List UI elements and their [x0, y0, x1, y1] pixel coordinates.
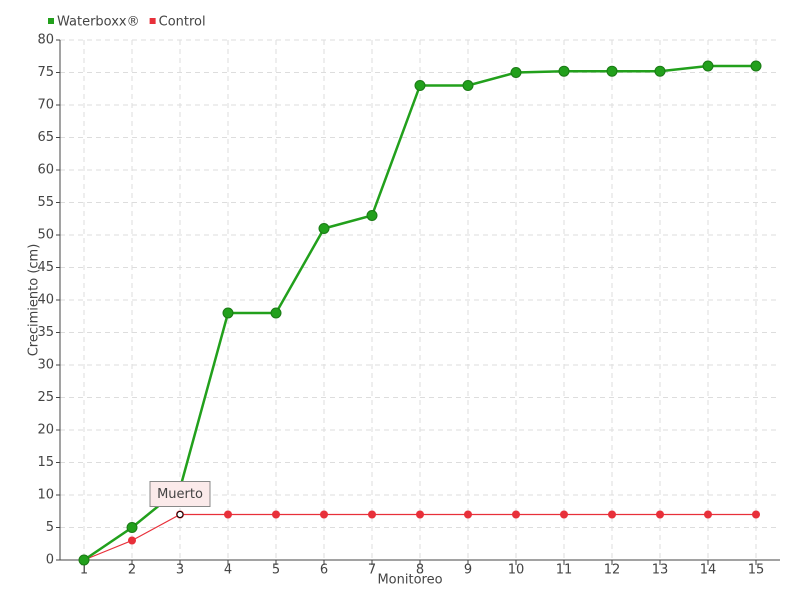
y-tick-label: 0	[46, 553, 54, 568]
point	[606, 65, 618, 77]
y-tick-label: 45	[37, 260, 54, 275]
point	[224, 510, 232, 519]
legend-label: Waterboxx®	[57, 15, 140, 30]
point	[752, 510, 760, 519]
point	[560, 510, 568, 519]
point	[320, 510, 328, 519]
point	[222, 307, 234, 319]
x-tick-label: 14	[700, 563, 717, 578]
point	[510, 67, 522, 78]
point	[416, 510, 424, 519]
legend-label: Control	[159, 15, 206, 30]
y-tick-label: 5	[46, 520, 54, 535]
point	[462, 80, 474, 91]
y-tick-label: 40	[37, 293, 54, 308]
y-tick-label: 55	[37, 195, 54, 210]
point	[78, 554, 90, 566]
y-tick-label: 10	[37, 488, 54, 503]
x-tick-label: 7	[368, 563, 376, 578]
x-tick-label: 3	[176, 563, 184, 578]
x-tick-label: 5	[272, 563, 280, 578]
point	[702, 60, 714, 72]
y-axis-label: Crecimiento (cm)	[27, 244, 42, 357]
point	[654, 65, 666, 77]
x-tick-label: 6	[320, 563, 328, 578]
y-tick-label: 20	[37, 423, 54, 438]
point	[366, 210, 378, 221]
y-tick-label: 35	[37, 325, 54, 340]
point	[126, 522, 138, 533]
x-tick-label: 4	[224, 563, 232, 578]
point	[368, 510, 376, 519]
y-tick-label: 70	[37, 98, 54, 113]
point	[272, 510, 280, 519]
x-tick-label: 1	[80, 563, 88, 578]
x-tick-label: 2	[128, 563, 136, 578]
y-tick-label: 30	[37, 358, 54, 373]
point	[512, 510, 520, 519]
y-tick-label: 80	[37, 33, 54, 48]
annotation: Muerto	[157, 487, 203, 502]
y-tick-label: 50	[37, 228, 54, 243]
x-tick-label: 12	[604, 563, 621, 578]
y-tick-label: 15	[37, 455, 54, 470]
annotation-point	[176, 511, 184, 518]
x-tick-label: 11	[556, 563, 573, 578]
legend-swatch	[48, 18, 54, 24]
point	[270, 307, 282, 319]
point	[414, 80, 426, 91]
point	[704, 510, 712, 519]
point	[128, 536, 136, 545]
point	[558, 65, 570, 77]
x-tick-label: 8	[416, 563, 424, 578]
x-tick-label: 9	[464, 563, 472, 578]
x-tick-label: 10	[508, 563, 525, 578]
y-tick-label: 25	[37, 390, 54, 405]
y-tick-label: 75	[37, 65, 54, 80]
point	[464, 510, 472, 519]
point	[750, 60, 762, 72]
x-tick-label: 15	[748, 563, 765, 578]
annotation-box	[149, 481, 211, 507]
point	[608, 510, 616, 519]
legend-swatch	[149, 18, 156, 24]
point	[318, 223, 330, 234]
point	[656, 510, 664, 519]
x-tick-label: 13	[652, 563, 669, 578]
y-tick-label: 65	[37, 130, 54, 145]
x-axis-label: Monitoreo	[377, 573, 442, 588]
y-tick-label: 60	[37, 163, 54, 178]
